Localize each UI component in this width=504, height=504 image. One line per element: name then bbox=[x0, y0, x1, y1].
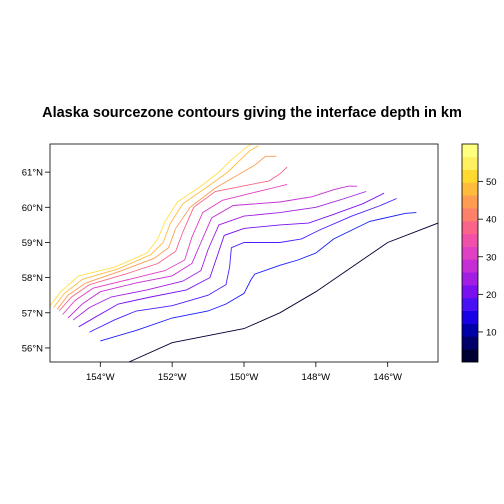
color-key-band bbox=[462, 233, 478, 247]
color-key-band bbox=[462, 208, 478, 222]
contour-lines bbox=[50, 144, 438, 362]
panel-frame bbox=[49, 143, 439, 363]
contour-line-45 bbox=[56, 155, 277, 310]
color-key-band bbox=[462, 144, 478, 158]
y-tick-label: 59°N bbox=[22, 238, 43, 249]
y-axis: 56°N 57°N 58°N 59°N 60°N 61°N bbox=[22, 168, 50, 354]
color-key-band bbox=[462, 169, 478, 183]
color-key-tick-label: 40 bbox=[486, 215, 497, 226]
color-key-band bbox=[462, 220, 478, 235]
contour-line-20 bbox=[78, 192, 385, 328]
x-tick-label: 146°W bbox=[373, 372, 402, 383]
color-key-band bbox=[462, 297, 478, 312]
contour-line-40 bbox=[58, 166, 288, 312]
color-key-frame bbox=[461, 143, 479, 363]
color-key-band bbox=[462, 336, 478, 350]
y-tick-label: 60°N bbox=[22, 203, 43, 214]
contour-line-55 bbox=[50, 144, 252, 306]
color-key-band bbox=[462, 195, 478, 209]
x-axis: 154°W 152°W 150°W 148°W 146°W bbox=[86, 362, 402, 383]
contour-line-50 bbox=[53, 145, 259, 308]
color-key-tick-label: 50 bbox=[486, 177, 497, 188]
contour-line-15 bbox=[89, 198, 397, 333]
contour-line-35 bbox=[62, 183, 288, 315]
color-key-band bbox=[462, 259, 478, 273]
color-key-tick-label: 10 bbox=[486, 327, 497, 338]
x-tick-label: 154°W bbox=[86, 372, 115, 383]
color-key-tick-label: 20 bbox=[486, 290, 497, 301]
y-tick-label: 57°N bbox=[22, 308, 43, 319]
contour-line-10 bbox=[100, 212, 417, 342]
color-key-band bbox=[462, 246, 478, 260]
color-key-band bbox=[462, 272, 478, 286]
y-tick-label: 58°N bbox=[22, 273, 43, 284]
x-tick-label: 152°W bbox=[158, 372, 187, 383]
x-tick-label: 148°W bbox=[302, 372, 331, 383]
plot-panel bbox=[49, 143, 439, 363]
contour-line-0 bbox=[128, 222, 438, 362]
color-key-band bbox=[462, 156, 478, 170]
x-tick-label: 150°W bbox=[230, 372, 259, 383]
color-key-band bbox=[462, 182, 478, 196]
color-key-band bbox=[462, 285, 478, 299]
color-key: 10 20 30 40 50 bbox=[461, 143, 497, 363]
contour-line-30 bbox=[67, 185, 358, 319]
color-key-tick-label: 30 bbox=[486, 252, 497, 263]
chart-title: Alaska sourcezone contours giving the in… bbox=[42, 105, 462, 121]
y-tick-label: 61°N bbox=[22, 168, 43, 179]
color-key-band bbox=[462, 349, 478, 363]
color-key-band bbox=[462, 323, 478, 337]
color-key-band bbox=[462, 310, 478, 324]
contour-line-25 bbox=[73, 191, 367, 321]
y-tick-label: 56°N bbox=[22, 343, 43, 354]
